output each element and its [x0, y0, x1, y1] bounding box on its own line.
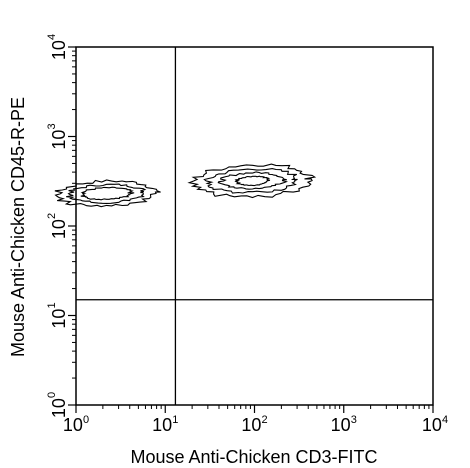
- y-tick-label-4: 104: [46, 34, 69, 60]
- contour-pop0-level0: [54, 179, 161, 208]
- contour-pop1-level3: [234, 175, 271, 187]
- contour-pop1-level0: [187, 163, 317, 199]
- y-tick-label-0: 100: [46, 392, 69, 418]
- y-tick-label-2: 102: [46, 213, 69, 239]
- x-tick-label-4: 104: [422, 414, 448, 435]
- contour-layer: [54, 163, 317, 208]
- x-tick-label-3: 103: [331, 414, 357, 435]
- x-axis-label: Mouse Anti-Chicken CD3-FITC: [130, 447, 377, 467]
- y-axis-label: Mouse Anti-Chicken CD45-R-PE: [8, 97, 28, 357]
- x-tick-label-0: 100: [63, 414, 89, 435]
- x-tick-label-1: 101: [152, 414, 178, 435]
- y-tick-label-3: 103: [46, 123, 69, 149]
- contour-pop1-level1: [203, 168, 298, 194]
- quadrant-gates: [76, 47, 433, 405]
- x-tick-label-2: 102: [241, 414, 267, 435]
- contour-pop0-level1: [66, 183, 147, 204]
- y-axis: 100 101 102 103 104: [46, 34, 76, 418]
- plot-frame: [75, 46, 434, 406]
- contour-pop1-level2: [217, 171, 288, 190]
- x-axis: 100 101 102 103 104: [63, 405, 448, 435]
- contour-pop0-level2: [80, 186, 135, 201]
- y-tick-label-1: 101: [46, 302, 69, 328]
